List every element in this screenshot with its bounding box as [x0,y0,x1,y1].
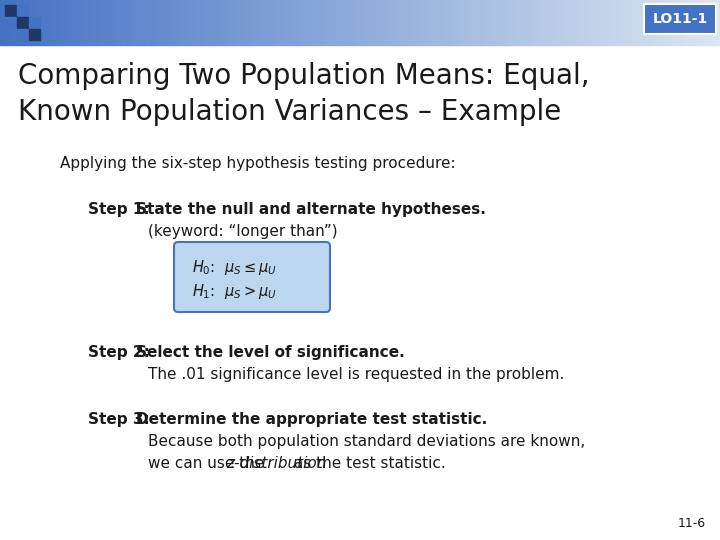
Text: z-distribution: z-distribution [226,456,326,471]
Bar [17,17,28,28]
Text: (keyword: “longer than”): (keyword: “longer than”) [148,224,338,239]
Text: Select the level of significance.: Select the level of significance. [136,345,405,360]
Text: 11-6: 11-6 [678,517,706,530]
Bar [5,5,16,16]
Bar [17,29,28,40]
Text: $\it{H}_0$:  $\mu_S \leq \mu_U$: $\it{H}_0$: $\mu_S \leq \mu_U$ [192,258,277,277]
Text: State the null and alternate hypotheses.: State the null and alternate hypotheses. [136,202,486,217]
Text: Applying the six-step hypothesis testing procedure:: Applying the six-step hypothesis testing… [60,156,456,171]
Text: Determine the appropriate test statistic.: Determine the appropriate test statistic… [136,412,487,427]
Bar [17,5,28,16]
Text: Step 2:: Step 2: [88,345,161,360]
Text: LO11-1: LO11-1 [652,12,708,26]
Text: we can use the: we can use the [148,456,269,471]
FancyBboxPatch shape [174,242,330,312]
Text: Step 1:: Step 1: [88,202,160,217]
Text: Because both population standard deviations are known,: Because both population standard deviati… [148,434,585,449]
Text: $\it{H}_1$:  $\mu_S > \mu_U$: $\it{H}_1$: $\mu_S > \mu_U$ [192,282,277,301]
Bar [29,17,40,28]
Text: as the test statistic.: as the test statistic. [289,456,446,471]
Text: The .01 significance level is requested in the problem.: The .01 significance level is requested … [148,367,564,382]
Text: Known Population Variances – Example: Known Population Variances – Example [18,98,562,126]
FancyBboxPatch shape [644,4,716,34]
Text: Comparing Two Population Means: Equal,: Comparing Two Population Means: Equal, [18,62,590,90]
Text: Step 3:: Step 3: [88,412,161,427]
Bar [29,29,40,40]
Bar [5,17,16,28]
